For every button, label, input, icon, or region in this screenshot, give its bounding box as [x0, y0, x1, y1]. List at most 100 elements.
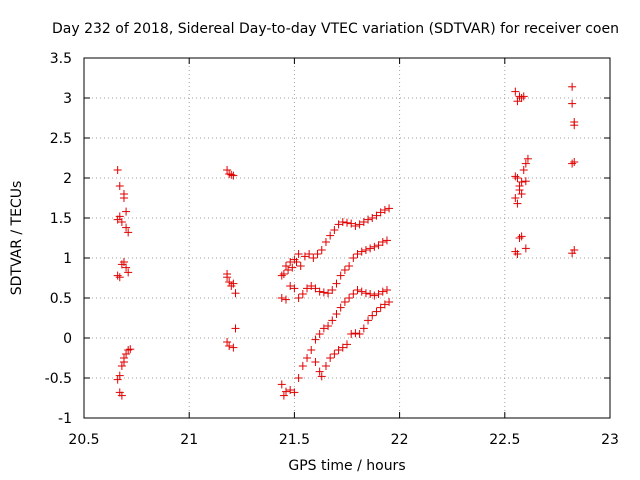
- data-point: [298, 362, 307, 370]
- data-point: [305, 250, 314, 258]
- data-point: [340, 266, 349, 274]
- data-point: [229, 279, 238, 288]
- y-tick-label: 1.5: [50, 211, 72, 227]
- data-point: [321, 362, 330, 370]
- data-point: [334, 346, 343, 354]
- data-point: [225, 278, 234, 286]
- data-point: [378, 238, 387, 246]
- data-point: [294, 250, 303, 258]
- data-point: [511, 194, 520, 202]
- data-point: [521, 159, 530, 168]
- data-point: [113, 215, 122, 224]
- y-tick-label: 2: [63, 171, 72, 187]
- data-point: [340, 298, 349, 306]
- data-point: [515, 186, 524, 194]
- chart-title: Day 232 of 2018, Sidereal Day-to-day VTE…: [52, 21, 619, 37]
- data-point: [364, 215, 373, 224]
- data-point: [511, 87, 520, 96]
- data-point: [326, 354, 335, 362]
- data-point: [519, 166, 528, 174]
- data-point: [370, 291, 379, 300]
- data-point: [315, 330, 324, 338]
- data-point: [349, 290, 358, 298]
- data-point: [345, 294, 354, 302]
- data-point: [315, 367, 324, 376]
- y-tick-label: 1: [63, 251, 72, 267]
- data-point: [115, 182, 124, 190]
- grid-lines: [84, 58, 610, 418]
- data-point: [303, 354, 312, 362]
- data-point: [117, 362, 126, 370]
- data-point: [357, 247, 366, 256]
- data-point: [231, 324, 240, 333]
- data-point: [570, 121, 579, 130]
- data-point: [286, 282, 295, 290]
- data-point: [119, 358, 128, 366]
- data-point: [115, 273, 124, 282]
- data-point: [113, 271, 122, 280]
- data-point: [338, 343, 347, 352]
- data-point: [517, 190, 526, 198]
- data-point: [294, 374, 303, 382]
- data-point: [300, 252, 309, 261]
- data-point: [515, 234, 524, 242]
- data-point: [277, 380, 286, 389]
- data-point: [359, 218, 368, 226]
- data-point: [523, 154, 532, 163]
- data-point: [353, 250, 362, 258]
- data-point: [117, 218, 126, 226]
- data-point: [303, 284, 312, 293]
- data-point: [225, 342, 234, 350]
- data-point: [382, 236, 391, 245]
- data-point: [317, 372, 326, 381]
- data-point: [380, 300, 389, 309]
- data-point: [345, 262, 354, 270]
- data-point: [124, 346, 133, 354]
- data-point: [313, 250, 322, 258]
- data-point: [321, 238, 330, 246]
- data-point: [119, 258, 128, 266]
- data-point: [368, 311, 377, 320]
- data-point: [353, 286, 362, 294]
- data-point: [336, 303, 345, 312]
- data-point: [286, 386, 295, 394]
- data-point: [115, 212, 124, 221]
- data-point: [511, 172, 520, 181]
- data-point: [277, 294, 286, 302]
- data-point: [311, 358, 320, 366]
- data-point: [113, 375, 122, 384]
- data-point: [568, 82, 577, 91]
- x-tick-label: 22: [391, 432, 409, 448]
- data-point: [284, 266, 293, 274]
- y-tick-label: 0.5: [50, 291, 72, 307]
- data-point: [119, 194, 128, 202]
- data-point: [294, 294, 303, 302]
- data-point: [281, 387, 290, 396]
- data-point: [227, 170, 236, 179]
- data-point: [517, 178, 526, 186]
- data-point: [374, 241, 383, 250]
- y-tick-label: 2.5: [50, 131, 72, 147]
- data-points: [113, 82, 579, 400]
- data-point: [279, 391, 288, 400]
- data-point: [115, 371, 124, 380]
- data-point: [290, 284, 299, 293]
- data-point: [374, 290, 383, 298]
- data-point: [351, 329, 360, 338]
- data-point: [332, 310, 341, 318]
- x-tick-label: 20.5: [68, 432, 99, 448]
- data-point: [330, 350, 339, 358]
- data-point: [359, 324, 368, 333]
- data-point: [223, 338, 232, 346]
- y-tick-label: 3.5: [50, 51, 72, 67]
- data-point: [568, 99, 577, 108]
- data-point: [330, 226, 339, 234]
- data-point: [126, 345, 135, 354]
- data-point: [519, 92, 528, 101]
- data-point: [229, 171, 238, 180]
- data-point: [124, 268, 133, 277]
- data-point: [347, 330, 356, 338]
- data-point: [513, 199, 522, 208]
- data-point: [517, 94, 526, 102]
